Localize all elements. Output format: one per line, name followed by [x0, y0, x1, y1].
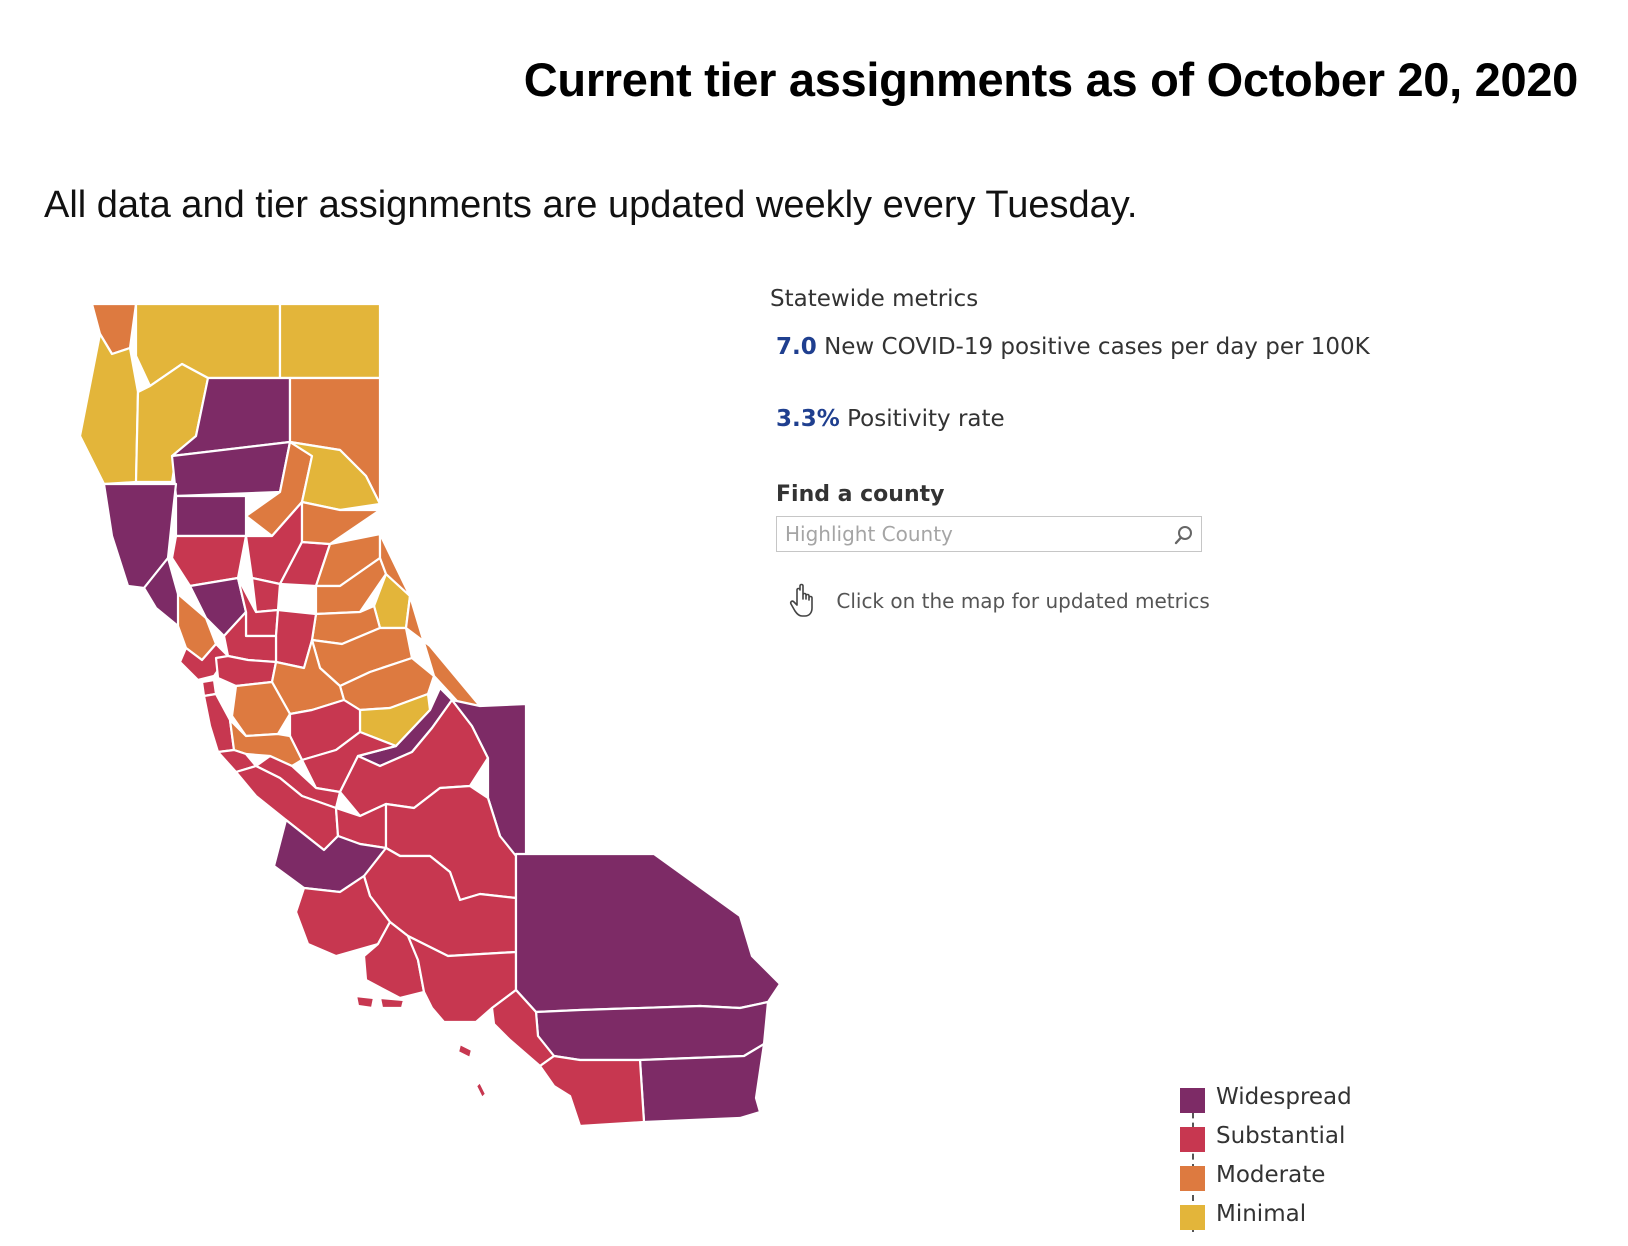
legend-label-substantial: Substantial: [1216, 1123, 1346, 1149]
county-santa-cruz[interactable]: [216, 748, 258, 774]
county-island-catalina[interactable]: [456, 1042, 474, 1060]
page-title: Current tier assignments as of October 2…: [523, 53, 1579, 106]
legend-swatch-minimal: [1180, 1205, 1205, 1230]
positivity-value: 3.3%: [776, 406, 840, 432]
county-san-diego[interactable]: [538, 1054, 646, 1128]
county-modoc[interactable]: [278, 302, 382, 380]
map-hint-text: Click on the map for updated metrics: [836, 589, 1210, 613]
legend-label-minimal: Minimal: [1216, 1201, 1307, 1227]
county-sutter[interactable]: [250, 576, 282, 614]
pointer-hand-icon: [789, 583, 813, 617]
county-island-san-clemente[interactable]: [474, 1080, 488, 1100]
county-layer: [78, 302, 782, 1128]
tier-map: [40, 296, 840, 1196]
county-island-santa-rosa[interactable]: [354, 994, 376, 1010]
positivity-label: Positivity rate: [847, 406, 1005, 432]
legend-swatch-substantial: [1180, 1127, 1205, 1152]
california-map-svg: [78, 302, 782, 1128]
county-glenn[interactable]: [174, 494, 248, 538]
county-nevada[interactable]: [300, 500, 382, 546]
legend-label-widespread: Widespread: [1216, 1084, 1352, 1110]
positivity-metric: 3.3% Positivity rate: [776, 406, 1005, 432]
legend-swatch-moderate: [1180, 1166, 1205, 1191]
update-note: All data and tier assignments are update…: [44, 184, 1138, 226]
find-county-label: Find a county: [776, 482, 945, 507]
county-los-angeles[interactable]: [406, 934, 518, 1024]
cases-value: 7.0: [776, 334, 817, 360]
cases-label: New COVID-19 positive cases per day per …: [824, 334, 1370, 360]
county-sierra[interactable]: [288, 440, 382, 512]
county-search-input[interactable]: [777, 517, 1165, 551]
map-hint: Click on the map for updated metrics: [788, 582, 1210, 620]
county-riverside[interactable]: [534, 1000, 770, 1062]
county-san-bernardino[interactable]: [514, 852, 782, 1014]
tier-legend: Widespread Substantial Moderate Minimal: [1180, 1084, 1480, 1244]
search-icon[interactable]: [1173, 524, 1195, 546]
county-imperial[interactable]: [638, 1042, 766, 1124]
county-island-santa-cruz[interactable]: [378, 996, 406, 1010]
county-siskiyou[interactable]: [134, 302, 282, 388]
legend-swatch-widespread: [1180, 1088, 1205, 1113]
county-humboldt[interactable]: [78, 332, 140, 486]
legend-label-moderate: Moderate: [1216, 1162, 1326, 1188]
county-mono[interactable]: [378, 532, 482, 728]
statewide-metrics-heading: Statewide metrics: [770, 286, 979, 312]
cases-metric: 7.0 New COVID-19 positive cases per day …: [776, 334, 1370, 360]
county-search-box[interactable]: [776, 516, 1202, 552]
